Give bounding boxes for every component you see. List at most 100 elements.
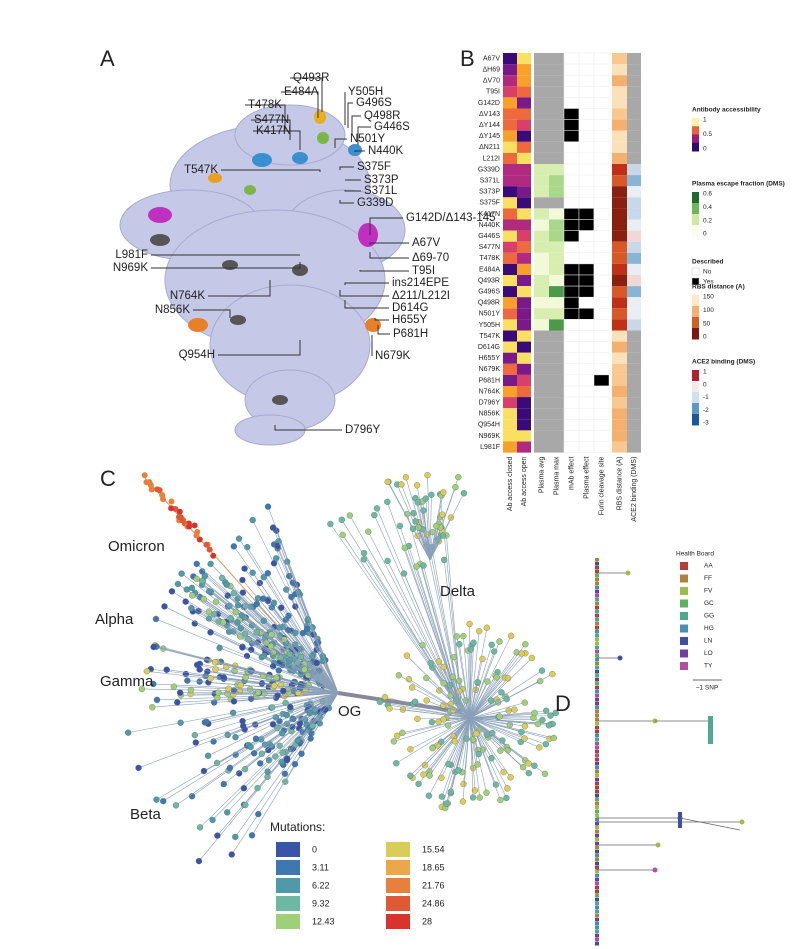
node (193, 575, 200, 583)
node (240, 785, 248, 792)
row-label: Y505H (479, 322, 500, 329)
tip (595, 594, 599, 598)
tip (595, 722, 599, 726)
heatmap-cell (534, 319, 549, 331)
heatmap-cell (578, 285, 595, 298)
branch (374, 514, 463, 713)
mutation-label: N969K (113, 262, 148, 274)
node (205, 608, 213, 615)
tip (595, 638, 599, 642)
node (291, 761, 299, 768)
branch (255, 692, 339, 740)
heatmap-cell (612, 152, 627, 164)
node (490, 648, 498, 655)
node (281, 636, 288, 643)
node (306, 709, 314, 717)
node (403, 652, 410, 659)
clade-label: Beta (130, 806, 162, 823)
heatmap-cell (517, 164, 531, 176)
heatmap-cell (517, 86, 531, 98)
heatmap-cell (503, 252, 517, 264)
row-label: G496S (478, 288, 500, 295)
node (549, 670, 556, 678)
leader-line (218, 340, 301, 356)
leader-line (369, 242, 409, 245)
tip (595, 822, 599, 826)
heatmap-cell (612, 352, 627, 364)
heatmap-cell (534, 352, 549, 364)
branch (469, 717, 509, 751)
heatmap-cell (612, 141, 627, 153)
node (625, 570, 631, 576)
node (213, 759, 221, 767)
heatmap-cell (549, 386, 564, 398)
tip (595, 942, 599, 946)
node (547, 712, 554, 719)
heatmap-cell (593, 296, 610, 309)
leader-line (344, 282, 389, 285)
heatmap-cell (503, 374, 517, 386)
node (521, 722, 529, 730)
heatmap-cell (593, 74, 610, 87)
heatmap-cell (593, 241, 610, 254)
heatmap-cell (503, 241, 517, 253)
legend-swatch (276, 842, 300, 857)
heatmap-cell (549, 241, 564, 253)
tip (595, 934, 599, 938)
column-label: Plasma effect (583, 457, 590, 499)
mutation-label: ins214EPE (392, 277, 449, 289)
legend-tick: 100 (703, 307, 714, 314)
branch (429, 526, 437, 561)
node (215, 689, 222, 696)
heatmap-cell (627, 53, 641, 65)
heatmap-cell (563, 152, 580, 165)
row-label: G446S (478, 233, 500, 240)
leader-line (221, 169, 321, 172)
node (521, 699, 528, 706)
branch (443, 717, 471, 720)
node (327, 520, 334, 528)
node (428, 719, 436, 726)
branch (462, 717, 471, 802)
heatmap-cell (612, 263, 627, 275)
heatmap-cell (549, 53, 564, 65)
branch (469, 717, 476, 791)
tip (595, 626, 599, 630)
branch (463, 636, 471, 719)
node (441, 556, 448, 564)
heatmap-cell (612, 408, 627, 420)
node (207, 629, 214, 636)
column-label: Ab access open (521, 456, 528, 506)
heatmap-cell (534, 64, 549, 76)
heatmap-cell (503, 352, 517, 364)
legend-tick: 1 (703, 117, 707, 124)
tip (595, 654, 599, 658)
legend-gradient (692, 370, 699, 382)
heatmap-cell (627, 130, 641, 142)
legend-title: Antibody accessibility (692, 107, 761, 114)
node (420, 562, 427, 569)
node (433, 522, 440, 530)
node (212, 598, 220, 605)
heatmap-cell (593, 163, 610, 176)
mutation-label: S371L (364, 185, 398, 197)
node (283, 711, 290, 719)
branch (469, 717, 522, 733)
node (174, 580, 182, 588)
tip (595, 582, 599, 586)
node (384, 498, 391, 506)
heatmap-cell (627, 363, 641, 375)
mutation-label: N501Y (350, 133, 385, 145)
node (439, 532, 447, 539)
node (174, 699, 181, 706)
branch (469, 716, 500, 719)
tip (595, 870, 599, 874)
legend-title: ACE2 binding (DMS) (692, 359, 755, 366)
heatmap-cell (563, 219, 580, 231)
panel-label: A (100, 46, 115, 71)
mutation-label: E484A (284, 86, 319, 98)
heatmap-cell (612, 175, 627, 187)
legend-gradient (692, 403, 699, 415)
row-label: T478K (479, 255, 500, 262)
row-label: P681H (479, 377, 500, 384)
